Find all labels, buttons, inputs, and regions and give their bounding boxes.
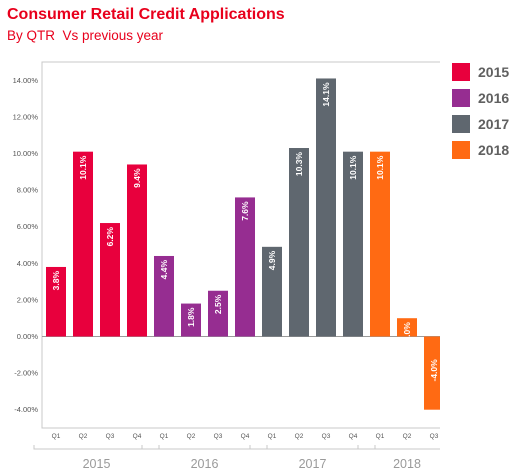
bar-2015-q3: [100, 223, 120, 337]
data-label: -4.0%: [429, 359, 439, 382]
legend: 2015 2016 2017 2018: [452, 62, 509, 166]
data-label: 1.8%: [186, 307, 196, 327]
legend-label: 2017: [478, 116, 510, 132]
x-tick-label: Q3: [106, 433, 115, 440]
bar-2016-q3: [208, 290, 228, 337]
bar-2015-q4: [127, 164, 147, 337]
data-label: 4.4%: [159, 260, 169, 280]
chart-subtitle: By QTR Vs previous year: [7, 28, 164, 43]
bar-2018-q2: [397, 318, 417, 337]
year-group-label: 2016: [191, 457, 219, 470]
data-label: 9.4%: [132, 168, 142, 188]
data-label: 14.1%: [321, 82, 331, 107]
group-bracket: [141, 445, 268, 450]
x-tick-label: Q3: [214, 433, 223, 440]
x-tick-label: Q3: [430, 433, 439, 440]
group-bracket: [357, 445, 440, 450]
y-tick-label: 0.00%: [17, 332, 39, 341]
year-group-label: 2018: [393, 457, 421, 470]
bar-2015-q1: [46, 266, 66, 337]
bar-2017-q4: [343, 151, 363, 337]
legend-swatch-2015: [452, 63, 470, 81]
data-label: 3.8%: [51, 271, 61, 291]
data-label: 2.5%: [213, 294, 223, 314]
data-label: 4.9%: [267, 250, 277, 270]
bar-2016-q4: [235, 197, 255, 337]
x-tick-label: Q3: [322, 433, 331, 440]
bar-2017-q2: [289, 148, 309, 337]
y-tick-label: -4.00%: [14, 405, 38, 414]
legend-item-2015: 2015: [452, 62, 509, 82]
group-bracket: [249, 445, 376, 450]
data-label: 10.1%: [375, 155, 385, 180]
legend-item-2018: 2018: [452, 140, 509, 160]
bar-2018-q1: [370, 151, 390, 337]
data-label: 7.6%: [240, 201, 250, 221]
x-tick-label: Q1: [376, 433, 385, 440]
data-label: 6.2%: [105, 227, 115, 247]
x-tick-label: Q4: [349, 433, 358, 440]
bar-2017-q3: [316, 78, 336, 337]
chart-title: Consumer Retail Credit Applications: [7, 6, 285, 23]
x-tick-label: Q2: [403, 433, 412, 440]
legend-label: 2016: [478, 90, 510, 106]
legend-swatch-2018: [452, 141, 470, 159]
y-tick-label: 2.00%: [17, 295, 39, 304]
year-group-label: 2015: [83, 457, 111, 470]
group-bracket: [33, 445, 160, 450]
x-tick-label: Q2: [79, 433, 88, 440]
x-tick-label: Q4: [241, 433, 250, 440]
x-tick-label: Q1: [52, 433, 61, 440]
bar-2016-q1: [154, 255, 174, 337]
legend-label: 2018: [478, 142, 510, 158]
legend-item-2016: 2016: [452, 88, 509, 108]
y-tick-label: 8.00%: [17, 186, 39, 195]
x-tick-label: Q2: [187, 433, 196, 440]
year-group-label: 2017: [299, 457, 327, 470]
legend-item-2017: 2017: [452, 114, 509, 134]
plot-frame: [41, 61, 440, 429]
bar-2018-q3: [424, 336, 440, 410]
legend-label: 2015: [478, 64, 510, 80]
y-tick-label: 6.00%: [17, 222, 39, 231]
bar-chart: 14.00% 12.00% 10.00% 8.00% 6.00% 4.00% 2.00% 0.…: [13, 61, 440, 470]
bar-2017-q1: [262, 246, 282, 337]
y-tick-label: 14.00%: [13, 76, 39, 85]
y-tick-label: 4.00%: [17, 259, 39, 268]
y-tick-label: 10.00%: [13, 149, 39, 158]
x-tick-label: Q1: [268, 433, 277, 440]
bar-2015-q2: [73, 151, 93, 337]
data-label: 10.3%: [294, 152, 304, 177]
x-tick-label: Q4: [133, 433, 142, 440]
y-tick-label: 12.00%: [13, 112, 39, 121]
data-label: 10.1%: [348, 155, 358, 180]
x-tick-label: Q1: [160, 433, 169, 440]
x-tick-label: Q2: [295, 433, 304, 440]
data-label: 1.0%: [402, 322, 412, 342]
y-tick-label: -2.00%: [14, 369, 38, 378]
legend-swatch-2016: [452, 89, 470, 107]
data-label: 10.1%: [78, 155, 88, 180]
legend-swatch-2017: [452, 115, 470, 133]
bar-2016-q2: [181, 303, 201, 337]
